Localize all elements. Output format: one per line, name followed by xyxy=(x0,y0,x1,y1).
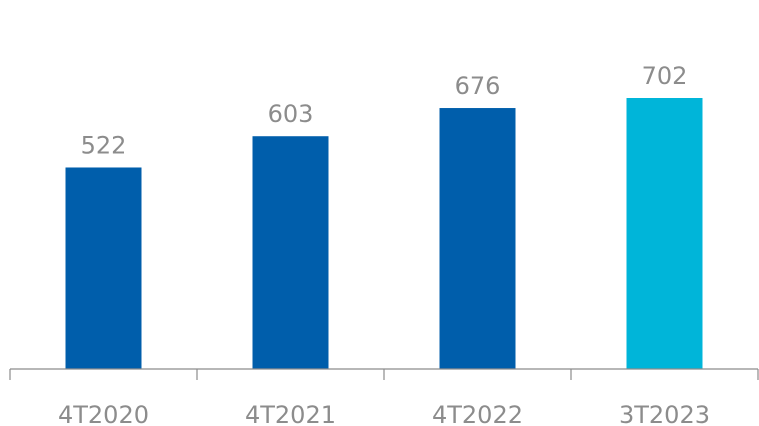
x-tick-label-4t2022: 4T2022 xyxy=(432,401,523,426)
x-tick-labels: 4T2020 4T2021 4T2022 3T2023 xyxy=(58,401,710,426)
bar-4t2022 xyxy=(439,108,516,369)
value-labels: 522 603 676 702 xyxy=(81,62,688,159)
bars xyxy=(65,98,703,369)
value-label-4t2021: 603 xyxy=(268,100,314,128)
x-tick-label-4t2020: 4T2020 xyxy=(58,401,149,426)
bar-4t2020 xyxy=(65,167,142,369)
value-label-3t2023: 702 xyxy=(642,62,688,90)
bar-3t2023 xyxy=(626,98,703,369)
x-tick-label-3t2023: 3T2023 xyxy=(619,401,710,426)
bar-4t2021 xyxy=(252,136,329,369)
x-axis xyxy=(9,368,759,380)
value-label-4t2020: 522 xyxy=(81,131,127,159)
x-tick-label-4t2021: 4T2021 xyxy=(245,401,336,426)
value-label-4t2022: 676 xyxy=(455,72,501,100)
